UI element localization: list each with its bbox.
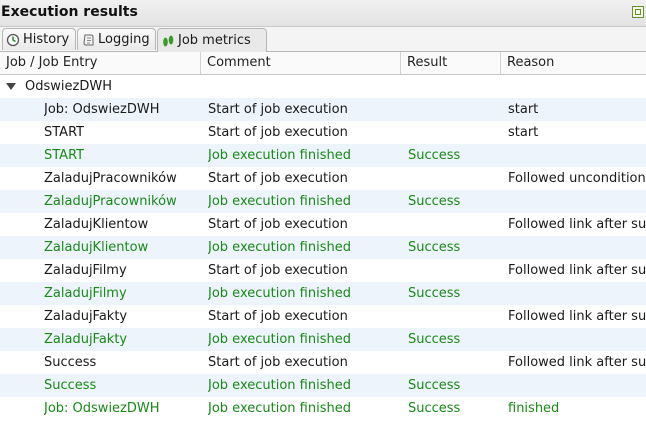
table-row[interactable]: ZaladujFilmy Job execution finished Succes… xyxy=(0,282,646,305)
job-entry-cell: ZaladujKlientow xyxy=(44,217,149,232)
job-entry-cell: ZaladujFakty xyxy=(44,332,128,347)
table-row[interactable]: ZaladujFilmy Start of job execution Follow… xyxy=(0,259,646,282)
comment-cell: Job execution finished xyxy=(208,194,351,209)
table-row[interactable]: ZaladujKlientow Start of job execution Fol… xyxy=(0,213,646,236)
comment-cell: Job execution finished xyxy=(208,286,351,301)
results-table: OdswiezDWH Job: OdswiezDWH Start of job e… xyxy=(0,75,646,420)
table-row[interactable]: ZaladujPracowników Job execution finished… xyxy=(0,190,646,213)
column-header-result[interactable]: Result xyxy=(401,52,501,74)
comment-cell: Start of job execution xyxy=(208,171,348,186)
tree-root-row[interactable]: OdswiezDWH xyxy=(0,75,646,98)
tree-root-label: OdswiezDWH xyxy=(25,79,112,94)
column-header-job-entry[interactable]: Job / Job Entry xyxy=(0,52,201,74)
result-cell: Success xyxy=(408,240,461,255)
comment-cell: Start of job execution xyxy=(208,102,348,117)
job-entry-cell: Success xyxy=(44,378,97,393)
comment-cell: Job execution finished xyxy=(208,148,351,163)
job-entry-cell: Job: OdswiezDWH xyxy=(44,102,160,117)
table-row[interactable]: ZaladujKlientow Job execution finished Suc… xyxy=(0,236,646,259)
table-row[interactable]: Job: OdswiezDWH Start of job execution sta… xyxy=(0,98,646,121)
execution-results-titlebar: Execution results xyxy=(0,0,646,27)
result-cell: Success xyxy=(408,148,461,163)
table-row[interactable]: Job: OdswiezDWH Job execution finished Suc… xyxy=(0,397,646,420)
table-row[interactable]: ZaladujFakty Start of job execution Follow… xyxy=(0,305,646,328)
reason-cell: Followed unconditional xyxy=(508,171,646,186)
logging-icon xyxy=(83,34,94,45)
job-entry-cell: START xyxy=(44,125,85,140)
table-row[interactable]: ZaladujPracowników Start of job execution… xyxy=(0,167,646,190)
tab-history[interactable]: History xyxy=(2,28,76,50)
tab-job-metrics-label: Job metrics xyxy=(178,33,251,48)
tab-history-label: History xyxy=(23,32,70,47)
panel-title: Execution results xyxy=(1,4,138,20)
comment-cell: Start of job execution xyxy=(208,217,348,232)
table-row[interactable]: START Start of job execution start xyxy=(0,121,646,144)
result-cell: Success xyxy=(408,401,461,416)
reason-cell: Followed link after su xyxy=(508,263,646,278)
tab-logging-label: Logging xyxy=(98,32,150,47)
tab-job-metrics[interactable]: Job metrics xyxy=(157,28,267,52)
table-row[interactable]: Success Job execution finished Success xyxy=(0,374,646,397)
table-row[interactable]: ZaladujFakty Job execution finished Succes… xyxy=(0,328,646,351)
maximize-icon[interactable] xyxy=(632,6,644,18)
job-entry-cell: START xyxy=(44,148,85,163)
job-entry-cell: ZaladujFakty xyxy=(44,309,128,324)
reason-cell: start xyxy=(508,125,539,140)
comment-cell: Job execution finished xyxy=(208,401,351,416)
column-header-reason[interactable]: Reason xyxy=(507,55,555,70)
table-row[interactable]: START Job execution finished Success xyxy=(0,144,646,167)
table-row[interactable]: Success Start of job execution Followed li… xyxy=(0,351,646,374)
job-entry-cell: ZaladujFilmy xyxy=(44,263,127,278)
job-entry-cell: ZaladujPracowników xyxy=(44,194,177,209)
column-header-comment[interactable]: Comment xyxy=(201,52,401,74)
reason-cell: Followed link after su xyxy=(508,355,646,370)
job-metrics-icon xyxy=(163,35,174,46)
job-entry-cell: Job: OdswiezDWH xyxy=(44,401,160,416)
expand-triangle-icon[interactable] xyxy=(6,83,16,90)
comment-cell: Start of job execution xyxy=(208,355,348,370)
job-entry-cell: ZaladujFilmy xyxy=(44,286,127,301)
table-header: Job / Job Entry Comment Result Reason xyxy=(0,52,646,75)
reason-cell: Followed link after su xyxy=(508,309,646,324)
history-icon xyxy=(6,33,20,46)
job-entry-cell: Success xyxy=(44,355,97,370)
comment-cell: Job execution finished xyxy=(208,240,351,255)
comment-cell: Start of job execution xyxy=(208,125,348,140)
comment-cell: Start of job execution xyxy=(208,309,348,324)
result-cell: Success xyxy=(408,194,461,209)
table-body: Job: OdswiezDWH Start of job execution sta… xyxy=(0,98,646,420)
result-cell: Success xyxy=(408,332,461,347)
result-cell: Success xyxy=(408,378,461,393)
comment-cell: Job execution finished xyxy=(208,378,351,393)
comment-cell: Job execution finished xyxy=(208,332,351,347)
comment-cell: Start of job execution xyxy=(208,263,348,278)
result-cell: Success xyxy=(408,286,461,301)
reason-cell: start xyxy=(508,102,539,117)
reason-cell: Followed link after su xyxy=(508,217,646,232)
reason-cell: finished xyxy=(508,401,560,416)
tab-bar: History Logging Job metrics xyxy=(0,27,646,52)
job-entry-cell: ZaladujKlientow xyxy=(44,240,149,255)
tab-logging[interactable]: Logging xyxy=(77,28,156,50)
job-entry-cell: ZaladujPracowników xyxy=(44,171,177,186)
